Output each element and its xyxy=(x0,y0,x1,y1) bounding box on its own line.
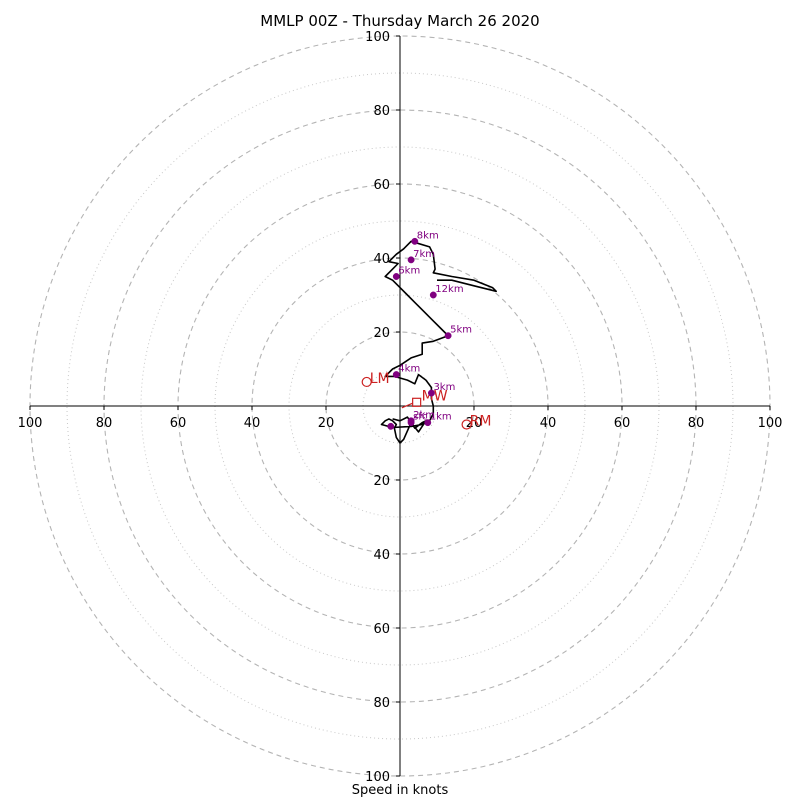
x-tick-label-left-60: 60 xyxy=(170,416,187,431)
motion-marker-mw xyxy=(412,397,422,407)
y-tick-label-up-80: 80 xyxy=(373,104,390,119)
x-tick-label-right-80: 80 xyxy=(688,416,705,431)
height-label-sfc: sfc xyxy=(413,412,427,423)
x-tick-label-right-40: 40 xyxy=(540,416,557,431)
height-label-12km: 12km xyxy=(435,284,463,295)
height-label-6km: 6km xyxy=(398,266,420,277)
y-tick-label-down-60: 60 xyxy=(373,622,390,637)
height-point-6km xyxy=(392,273,400,280)
height-label-7km: 7km xyxy=(413,249,435,260)
height-label-3km: 3km xyxy=(433,382,455,393)
height-point-3km xyxy=(428,389,435,397)
x-axis-label: Speed in knots xyxy=(351,783,449,798)
motion-marker-rm xyxy=(461,419,472,430)
chart-title: MMLP 00Z - Thursday March 26 2020 xyxy=(260,12,540,30)
height-label-5km: 5km xyxy=(450,325,472,336)
y-tick-label-down-40: 40 xyxy=(373,548,390,563)
height-point-sfc xyxy=(407,419,415,427)
y-tick-label-up-20: 20 xyxy=(373,326,390,341)
height-point-pt3 xyxy=(387,422,395,430)
height-label-1km: 1km xyxy=(430,412,452,423)
height-point-12km xyxy=(429,291,437,299)
x-tick-label-left-20: 20 xyxy=(318,416,335,431)
x-tick-label-right-100: 100 xyxy=(758,416,783,431)
y-tick-label-down-100: 100 xyxy=(365,770,390,785)
y-tick-label-up-100: 100 xyxy=(365,30,390,45)
height-point-7km xyxy=(407,256,415,264)
y-tick-label-down-20: 20 xyxy=(373,474,390,489)
shear-vector xyxy=(401,402,414,409)
height-point-1km xyxy=(424,419,432,427)
height-label-8km: 8km xyxy=(417,230,439,241)
x-tick-label-right-60: 60 xyxy=(614,416,631,431)
x-tick-label-left-100: 100 xyxy=(18,416,43,431)
motion-label-rm: RM xyxy=(470,414,492,430)
y-tick-label-up-60: 60 xyxy=(373,178,390,193)
height-label-2km: 2km xyxy=(413,410,435,421)
height-label-4km: 4km xyxy=(398,364,420,375)
height-point-4km xyxy=(392,371,400,378)
motion-marker-lm xyxy=(361,376,372,388)
x-tick-label-left-80: 80 xyxy=(96,416,113,431)
y-tick-label-up-40: 40 xyxy=(373,252,390,267)
height-point-8km xyxy=(411,237,419,245)
hodograph-axes xyxy=(30,36,770,776)
y-tick-label-down-80: 80 xyxy=(373,696,390,711)
height-point-5km xyxy=(444,332,452,340)
x-tick-label-left-40: 40 xyxy=(244,416,261,431)
motion-label-lm: LM xyxy=(370,371,390,387)
